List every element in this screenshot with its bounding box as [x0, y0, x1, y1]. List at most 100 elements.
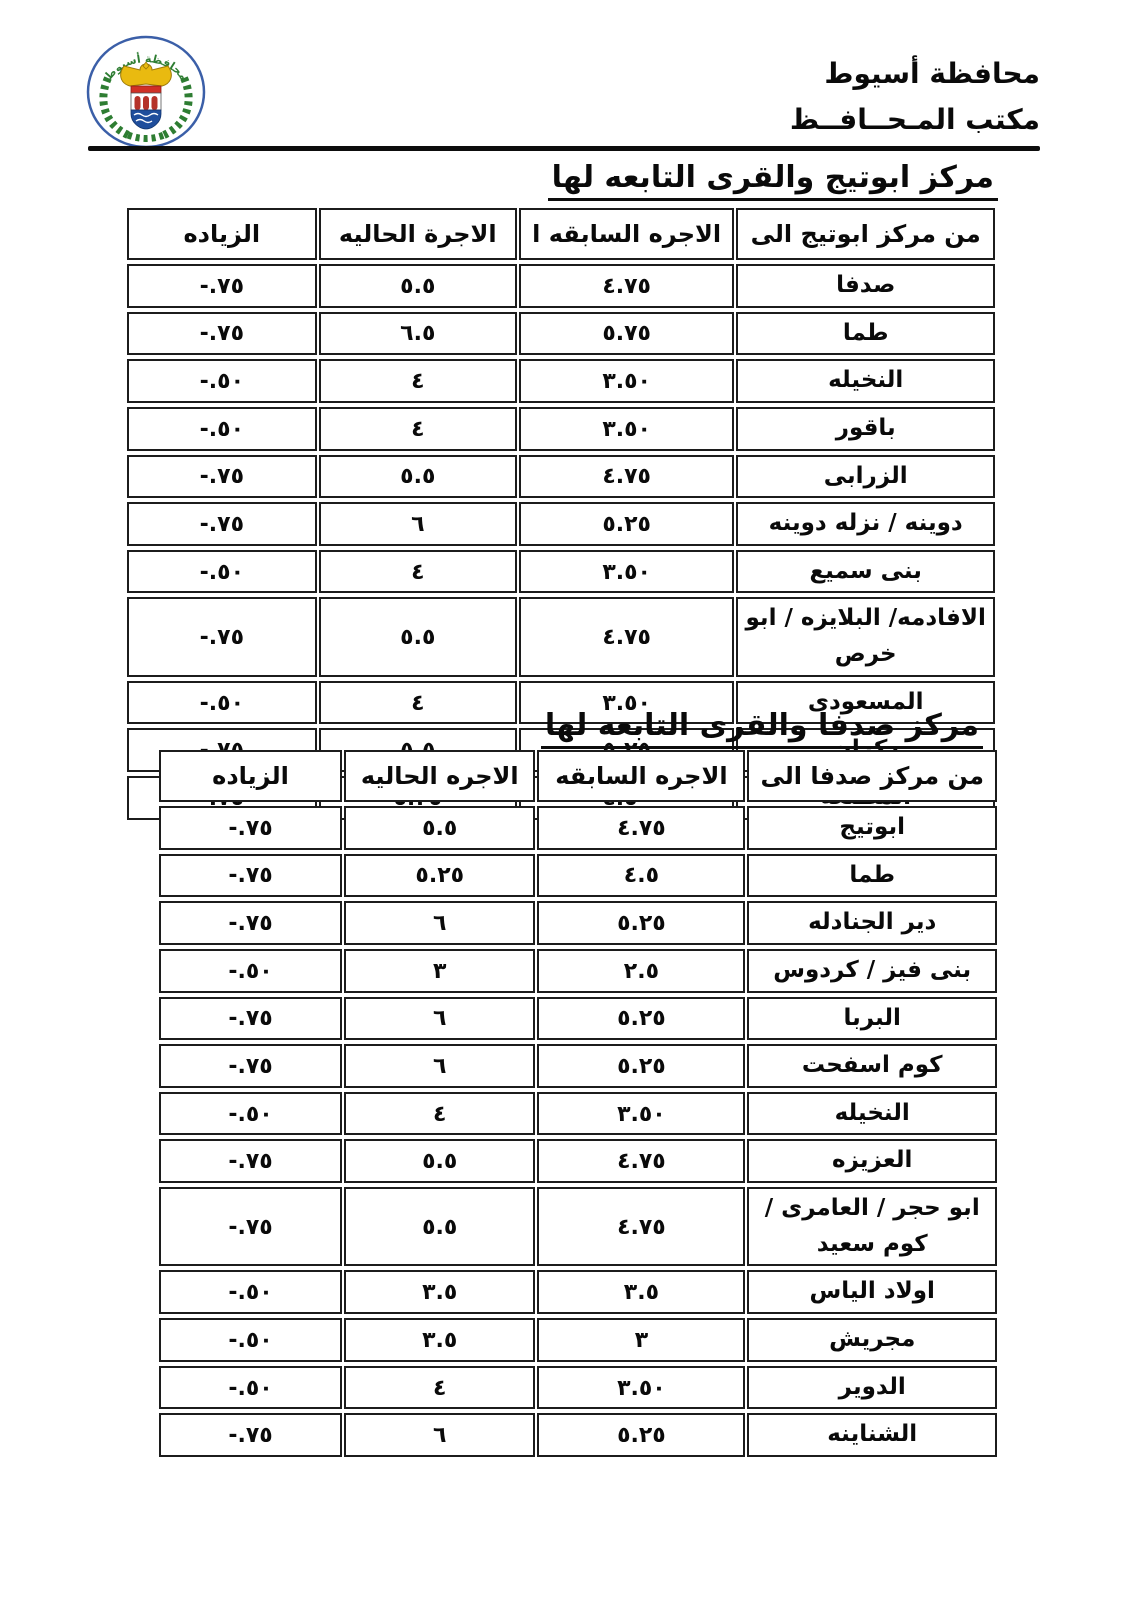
- table-row: صدفا ٤.٧٥ ٥.٥ -.٧٥: [127, 264, 995, 308]
- fare-value: ٦: [433, 1054, 447, 1080]
- current-fare-cell: ٤: [318, 680, 517, 725]
- increase-value: -.٥٠: [199, 690, 244, 716]
- fare-value: ٦: [433, 911, 447, 937]
- previous-fare-cell: ٣.٥٠: [518, 549, 735, 594]
- fare-value: ٤.٥: [623, 863, 660, 889]
- fare-value: ٥.٢٥: [617, 1006, 666, 1032]
- fare-value: ٥.٢٥: [602, 512, 651, 538]
- column-header-from: من مركز صدفا الى: [747, 750, 997, 802]
- column-header-current-fare: الاجره الحاليه: [344, 750, 536, 802]
- previous-fare-cell: ٣.٥٠: [537, 1091, 746, 1136]
- wreath-bottom: [126, 131, 166, 142]
- current-fare-cell: ٤: [318, 359, 517, 403]
- increase-value: -.٧٥: [199, 625, 244, 651]
- fare-value: ٥.٥: [422, 1149, 458, 1175]
- table-row: العزيزه ٤.٧٥ ٥.٥ -.٧٥: [159, 1139, 997, 1184]
- header-divider-rule: [88, 146, 1040, 151]
- fare-value: ٥.٢٥: [617, 911, 666, 937]
- increase-cell: -.٧٥: [127, 502, 317, 546]
- destination-cell: بنى سميع: [736, 549, 995, 594]
- increase-cell: -.٧٥: [127, 597, 317, 677]
- increase-cell: -.٥٠: [127, 359, 317, 403]
- increase-value: -.٧٥: [199, 273, 244, 299]
- destination-cell: طما: [736, 311, 995, 356]
- increase-value: -.٧٥: [228, 911, 273, 937]
- destination-cell: بنى فيز / كردوس: [747, 948, 997, 993]
- fare-value: ٦: [433, 1423, 447, 1449]
- current-fare-cell: ٦: [318, 502, 517, 546]
- fare-value: ٣.٥٠: [602, 559, 651, 585]
- current-fare-cell: ٥.٥: [318, 454, 517, 499]
- previous-fare-cell: ٣.٥: [537, 1270, 746, 1315]
- increase-cell: -.٥٠: [127, 680, 317, 725]
- table-row: ابوتيج ٤.٧٥ ٥.٥ -.٧٥: [159, 806, 997, 850]
- section-title-sidfa: مركز صدفا والقرى التابعه لها: [540, 708, 983, 749]
- table-row: الافادمه/ البلايزه / ابو خرص ٤.٧٥ ٥.٥ -.٧٥: [127, 597, 995, 677]
- increase-cell: -.٥٠: [159, 1318, 343, 1362]
- increase-value: -.٥٠: [199, 559, 244, 585]
- previous-fare-cell: ٤.٧٥: [537, 1139, 746, 1184]
- fare-value: ٤.٧٥: [617, 1149, 666, 1175]
- fare-value: ٥.٥: [400, 464, 436, 490]
- fare-value: ٥.٢٥: [415, 863, 465, 889]
- increase-cell: -.٧٥: [159, 996, 343, 1041]
- increase-value: -.٥٠: [199, 369, 244, 395]
- fare-value: ٤: [411, 690, 425, 716]
- fare-value: ٣: [433, 958, 447, 984]
- destination-cell: ابوتيج: [747, 806, 997, 850]
- fare-value: ٤.٧٥: [602, 464, 651, 490]
- table-row: دير الجنادله ٥.٢٥ ٦ -.٧٥: [159, 901, 997, 945]
- destination-cell: النخيله: [747, 1091, 997, 1136]
- current-fare-cell: ٦.٥: [318, 311, 517, 356]
- table-row: باقور ٣.٥٠ ٤ -.٥٠: [127, 406, 995, 451]
- fare-value: ٤: [411, 369, 425, 395]
- previous-fare-cell: ٥.٢٥: [537, 901, 746, 945]
- table-row: طما ٥.٧٥ ٦.٥ -.٧٥: [127, 311, 995, 356]
- destination-cell: البربا: [747, 996, 997, 1041]
- destination-cell: النخيله: [736, 359, 995, 403]
- fare-value: ٥.٥: [400, 273, 436, 299]
- increase-value: -.٥٠: [228, 1375, 273, 1401]
- increase-value: -.٥٠: [228, 1327, 273, 1353]
- fare-value: ٥.٧٥: [602, 321, 651, 347]
- column-header-increase: الزياده: [127, 208, 317, 260]
- current-fare-cell: ٦: [344, 901, 536, 945]
- table-row: الزرابى ٤.٧٥ ٥.٥ -.٧٥: [127, 454, 995, 499]
- current-fare-cell: ٦: [344, 1044, 536, 1088]
- table-row: بنى فيز / كردوس ٢.٥ ٣ -.٥٠: [159, 948, 997, 993]
- increase-cell: -.٥٠: [159, 948, 343, 993]
- increase-cell: -.٥٠: [127, 406, 317, 451]
- fare-value: ٣: [634, 1327, 649, 1353]
- table-row: الشناينه ٥.٢٥ ٦ -.٧٥: [159, 1413, 997, 1457]
- eagle-icon: [120, 61, 172, 87]
- current-fare-cell: ٥.٥: [344, 1139, 536, 1184]
- destination-cell: اولاد الياس: [747, 1270, 997, 1315]
- increase-value: -.٧٥: [199, 464, 244, 490]
- destination-cell: المسعودى: [736, 680, 995, 725]
- previous-fare-cell: ٢.٥: [537, 948, 746, 993]
- previous-fare-cell: ٤.٧٥: [518, 264, 735, 308]
- fare-value: ٤: [433, 1101, 447, 1127]
- increase-value: -.٧٥: [199, 512, 244, 538]
- column-header-previous-fare: الاجره السابقه ا: [518, 208, 735, 260]
- current-fare-cell: ٤: [344, 1365, 536, 1410]
- table-row: دوينه / نزله دوينه ٥.٢٥ ٦ -.٧٥: [127, 502, 995, 546]
- fare-value: ٤.٧٥: [617, 1214, 666, 1240]
- increase-cell: -.٥٠: [159, 1270, 343, 1315]
- previous-fare-cell: ٥.٢٥: [537, 1413, 746, 1457]
- fare-value: ٤: [411, 416, 425, 442]
- increase-value: -.٧٥: [228, 1214, 273, 1240]
- destination-cell: مجريش: [747, 1318, 997, 1362]
- fare-value: ٣.٥: [623, 1280, 660, 1306]
- increase-value: -.٥٠: [228, 1101, 273, 1127]
- column-header-from: من مركز ابوتيج الى: [736, 208, 995, 260]
- fare-value: ٤: [411, 559, 425, 585]
- fare-value: ٥.٥: [422, 1214, 458, 1240]
- table-header-row: من مركز ابوتيج الى الاجره السابقه ا الاج…: [127, 208, 995, 260]
- increase-cell: -.٥٠: [127, 549, 317, 594]
- previous-fare-cell: ٣.٥٠: [518, 680, 735, 725]
- fare-value: ٦: [411, 512, 425, 538]
- current-fare-cell: ٦: [344, 996, 536, 1041]
- previous-fare-cell: ٣: [537, 1318, 746, 1362]
